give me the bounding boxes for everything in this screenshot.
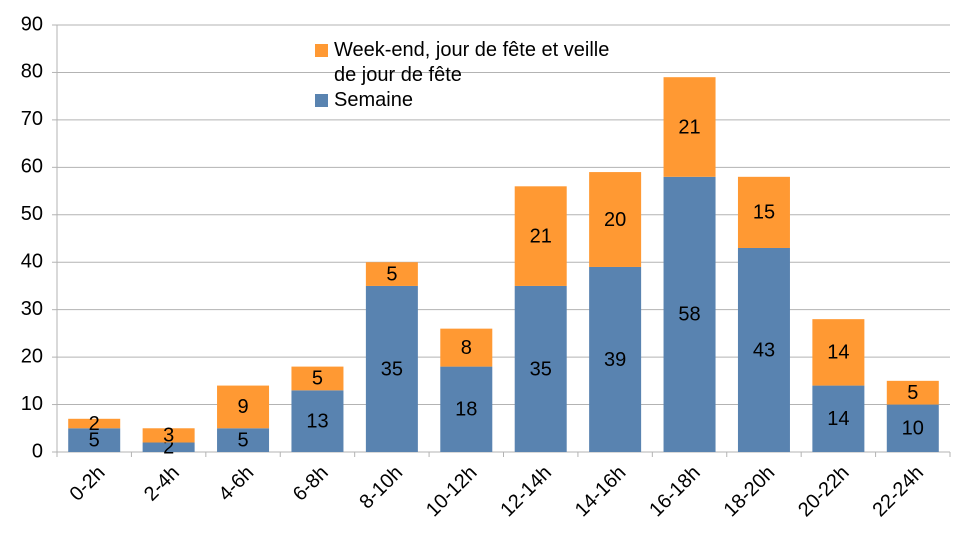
legend-item: Semaine <box>315 88 615 113</box>
bar-segment <box>440 366 493 452</box>
y-tick-label: 60 <box>21 156 43 178</box>
bar-segment <box>142 428 195 443</box>
y-tick-label: 40 <box>21 251 43 273</box>
bar-segment <box>737 176 790 248</box>
legend-label: Week-end, jour de fête et veille de jour… <box>334 39 610 86</box>
bar-segment <box>291 390 344 452</box>
data-label: 21 <box>678 116 700 138</box>
data-label: 58 <box>678 304 700 326</box>
bar-segment <box>68 428 121 452</box>
data-label: 5 <box>312 368 323 390</box>
y-tick-label: 10 <box>21 393 43 415</box>
data-label: 21 <box>530 225 552 247</box>
data-label: 9 <box>237 396 248 418</box>
data-label: 15 <box>753 202 775 224</box>
legend: Week-end, jour de fête et veille de jour… <box>315 38 615 113</box>
data-label: 2 <box>89 413 100 435</box>
data-label: 43 <box>753 339 775 361</box>
x-tick-label: 4-6h <box>214 462 258 506</box>
y-tick-label: 80 <box>21 61 43 83</box>
x-tick-label: 0-2h <box>66 462 110 506</box>
x-tick-label: 12-14h <box>496 462 556 522</box>
data-label: 35 <box>530 358 552 380</box>
data-label: 20 <box>604 209 626 231</box>
data-label: 35 <box>381 358 403 380</box>
bar-segment <box>217 385 270 429</box>
x-tick-label: 18-20h <box>720 462 780 522</box>
bar-segment <box>589 266 642 452</box>
bar-segment <box>440 328 493 367</box>
bar-segment <box>68 418 121 429</box>
bar-segment <box>217 428 270 452</box>
data-label: 39 <box>604 349 626 371</box>
x-tick-label: 14-16h <box>571 462 631 522</box>
data-label: 10 <box>902 418 924 440</box>
bar-segment <box>142 442 195 452</box>
bar-segment <box>812 319 865 386</box>
legend-item: Week-end, jour de fête et veille de jour… <box>315 38 615 88</box>
y-tick-label: 90 <box>21 13 43 35</box>
bar-segment <box>589 172 642 267</box>
data-label: 18 <box>455 399 477 421</box>
bar-segment <box>365 262 418 286</box>
bar-segment <box>365 285 418 452</box>
data-label: 8 <box>461 337 472 359</box>
x-tick-label: 20-22h <box>794 462 854 522</box>
y-tick-label: 0 <box>32 440 43 462</box>
x-tick-label: 22-24h <box>868 462 928 522</box>
legend-swatch <box>315 94 328 107</box>
data-label: 14 <box>827 342 849 364</box>
x-tick-label: 16-18h <box>645 462 705 522</box>
bar-segment <box>812 385 865 452</box>
bar-segment <box>886 404 939 452</box>
bar-segment <box>291 366 344 391</box>
y-tick-label: 30 <box>21 298 43 320</box>
data-label: 3 <box>163 425 174 447</box>
bar-segment <box>737 247 790 452</box>
legend-swatch <box>315 44 328 57</box>
data-label: 5 <box>89 429 100 451</box>
bar-segment <box>663 77 716 177</box>
y-tick-label: 20 <box>21 345 43 367</box>
data-label: 14 <box>827 408 849 430</box>
x-tick-label: 8-10h <box>355 462 407 514</box>
legend-label: Semaine <box>334 89 413 111</box>
y-tick-label: 50 <box>21 203 43 225</box>
data-label: 5 <box>237 429 248 451</box>
data-label: 2 <box>163 437 174 459</box>
data-label: 5 <box>386 263 397 285</box>
bar-segment <box>514 285 567 452</box>
x-tick-label: 2-4h <box>140 462 184 506</box>
bar-segment <box>663 176 716 453</box>
bar-segment <box>514 186 567 286</box>
data-label: 13 <box>306 410 328 432</box>
y-tick-label: 70 <box>21 108 43 130</box>
data-label: 5 <box>907 382 918 404</box>
bar-segment <box>886 380 939 405</box>
x-tick-label: 10-12h <box>422 462 482 522</box>
x-tick-label: 6-8h <box>289 462 333 506</box>
